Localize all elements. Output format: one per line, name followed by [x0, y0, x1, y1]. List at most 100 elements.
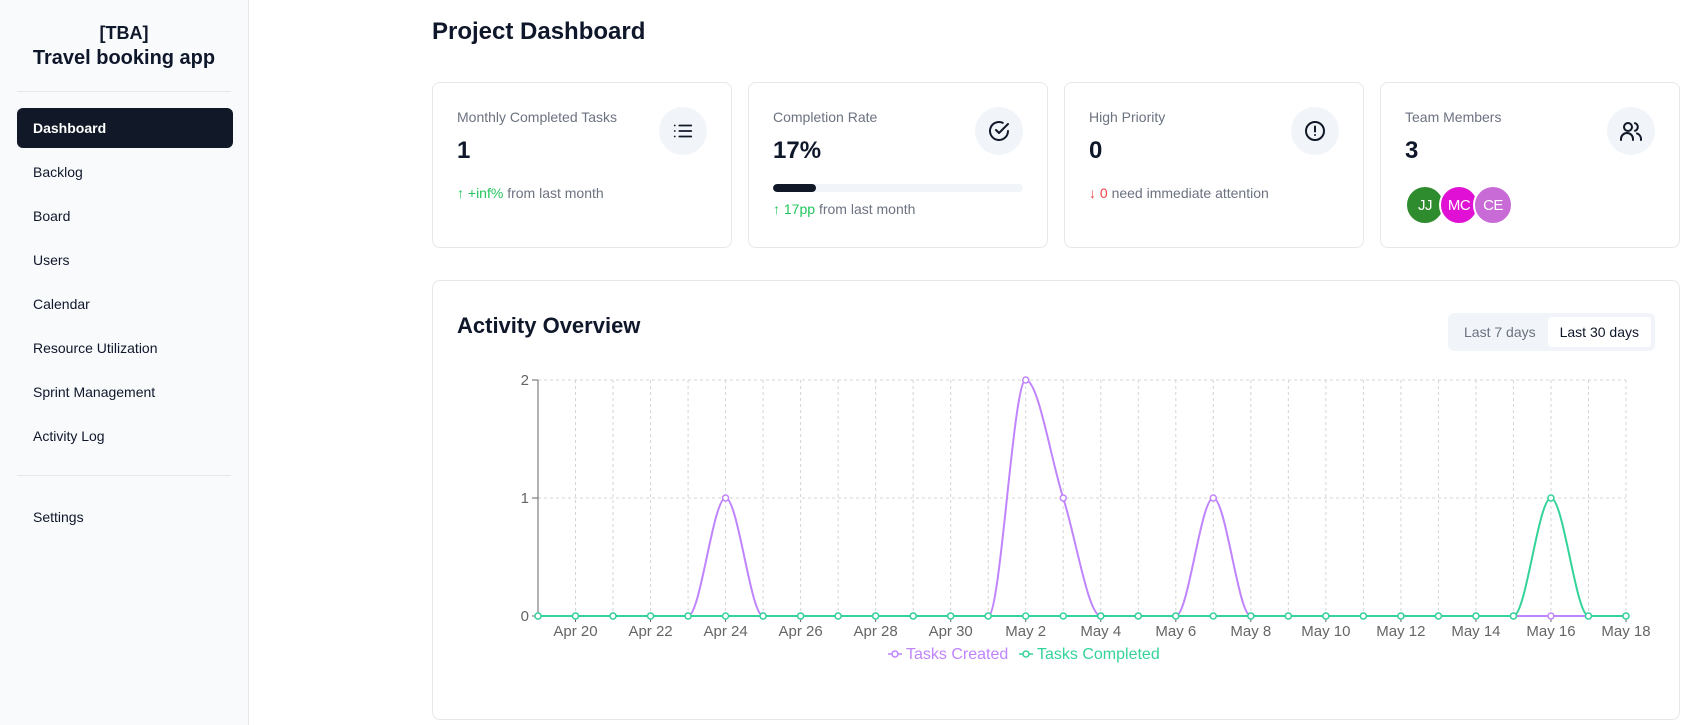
data-point-tasks-completed [1359, 612, 1368, 620]
data-point-tasks-completed [1472, 612, 1480, 620]
data-point-tasks-completed [1134, 612, 1143, 620]
sidebar-item-sprint-management[interactable]: Sprint Management [33, 384, 156, 400]
avatar[interactable]: MC [1439, 185, 1479, 225]
sidebar-item-users[interactable]: Users [33, 252, 70, 268]
sidebar-item-resource-utilization[interactable]: Resource Utilization [33, 340, 158, 356]
card-value: 1 [457, 137, 471, 164]
list-icon [659, 107, 707, 155]
sidebar-item-board[interactable]: Board [33, 208, 71, 224]
project-code: [TBA] [99, 23, 149, 43]
data-point-tasks-completed [534, 612, 542, 620]
y-tick-label: 2 [521, 372, 529, 389]
sidebar-item-calendar[interactable]: Calendar [33, 296, 90, 312]
card-title: Team Members [1405, 109, 1502, 125]
data-point-tasks-completed [609, 612, 617, 620]
trend-suffix: from last month [818, 201, 916, 217]
trend-suffix: from last month [507, 185, 604, 201]
card-trend: ↑ 17pp from last month [773, 201, 915, 217]
data-point-tasks-completed [796, 612, 805, 620]
data-point-tasks-created [1547, 612, 1555, 620]
data-point-tasks-completed [1509, 612, 1518, 620]
y-tick-label: 1 [521, 490, 529, 507]
card-value: 17% [773, 137, 822, 164]
trend-value: 0 [1099, 185, 1108, 201]
card-value: 3 [1405, 137, 1419, 164]
data-point-tasks-completed [1584, 612, 1593, 620]
data-point-tasks-completed [984, 612, 992, 620]
activity-overview-panel: Activity Overview Last 7 days Last 30 da… [432, 280, 1680, 720]
series-line-tasks-completed [538, 496, 1626, 617]
x-tick-label: May 4 [1080, 623, 1121, 640]
range-last-30-days-button[interactable]: Last 30 days [1547, 317, 1651, 347]
data-point-tasks-completed [646, 612, 655, 620]
data-point-tasks-completed [946, 612, 955, 620]
x-tick-label: May 8 [1230, 623, 1271, 640]
data-point-tasks-completed [1397, 612, 1405, 620]
alert-circle-icon [1291, 107, 1339, 155]
sidebar: [TBA] Travel booking app Dashboard Backl… [0, 0, 249, 725]
data-point-tasks-completed [1209, 612, 1218, 620]
data-point-tasks-completed [684, 612, 692, 620]
data-point-tasks-completed [1172, 612, 1180, 620]
sidebar-item-dashboard[interactable]: Dashboard [17, 108, 233, 148]
y-tick-label: 0 [521, 608, 529, 625]
data-point-tasks-created [1021, 376, 1030, 384]
member-avatars: JJ MC CE [1405, 185, 1513, 225]
range-last-7-days-button[interactable]: Last 7 days [1464, 324, 1536, 340]
x-tick-label: May 18 [1601, 623, 1650, 640]
users-icon [1607, 107, 1655, 155]
arrow-up-icon: ↑ [457, 185, 464, 201]
x-tick-label: May 14 [1451, 623, 1500, 640]
data-point-tasks-completed [1284, 612, 1293, 620]
data-point-tasks-completed [1622, 612, 1630, 620]
trend-value: +inf% [467, 185, 504, 201]
data-point-tasks-completed [1247, 612, 1255, 620]
x-tick-label: Apr 26 [779, 623, 823, 640]
x-tick-label: May 2 [1005, 623, 1046, 640]
data-point-tasks-completed [1059, 612, 1067, 620]
card-value: 0 [1089, 137, 1103, 164]
sidebar-nav: Dashboard Backlog Board Users Calendar R… [17, 108, 233, 460]
x-tick-label: Apr 24 [703, 623, 747, 640]
sidebar-item-activity-log[interactable]: Activity Log [33, 428, 105, 444]
arrow-down-icon: ↓ [1089, 185, 1096, 201]
sidebar-item-backlog[interactable]: Backlog [33, 164, 83, 180]
team-members-card: Team Members 3 JJ MC CE [1380, 82, 1680, 248]
monthly-completed-card: Monthly Completed Tasks 1 ↑ +inf% from l… [432, 82, 732, 248]
card-trend: ↑ +inf% from last month [457, 185, 604, 201]
brand: [TBA] Travel booking app [0, 0, 248, 72]
data-point-tasks-completed [759, 612, 767, 620]
data-point-tasks-completed [909, 612, 917, 620]
x-tick-label: Apr 30 [929, 623, 973, 640]
trend-suffix: need immediate attention [1111, 185, 1269, 201]
completion-rate-card: Completion Rate 17% ↑ 17pp from last mon… [748, 82, 1048, 248]
legend-marker-tasks-completed [1022, 650, 1030, 658]
card-title: High Priority [1089, 109, 1166, 125]
data-point-tasks-completed [871, 612, 880, 620]
data-point-tasks-completed [1434, 612, 1443, 620]
legend-label-tasks-created: Tasks Created [906, 646, 1008, 663]
data-point-tasks-completed [571, 612, 580, 620]
data-point-tasks-completed [1547, 494, 1555, 502]
check-circle-icon [975, 107, 1023, 155]
avatar[interactable]: CE [1473, 185, 1513, 225]
x-tick-label: May 10 [1301, 623, 1350, 640]
data-point-tasks-completed [1021, 612, 1030, 620]
x-tick-label: Apr 28 [854, 623, 898, 640]
sidebar-divider [17, 91, 231, 92]
data-point-tasks-created [1059, 494, 1067, 502]
data-point-tasks-created [721, 494, 730, 502]
data-point-tasks-completed [1097, 612, 1105, 620]
sidebar-item-settings[interactable]: Settings [33, 509, 84, 525]
progress-fill [773, 184, 816, 192]
x-tick-label: May 12 [1376, 623, 1425, 640]
data-point-tasks-created [1209, 494, 1218, 502]
x-tick-label: Apr 22 [628, 623, 672, 640]
data-point-tasks-completed [1322, 612, 1330, 620]
trend-value: 17pp [783, 201, 816, 217]
card-title: Completion Rate [773, 109, 878, 125]
card-trend: ↓ 0 need immediate attention [1089, 185, 1269, 201]
legend-marker-tasks-created [891, 650, 899, 658]
x-tick-label: May 6 [1155, 623, 1196, 640]
high-priority-card: High Priority 0 ↓ 0 need immediate atten… [1064, 82, 1364, 248]
